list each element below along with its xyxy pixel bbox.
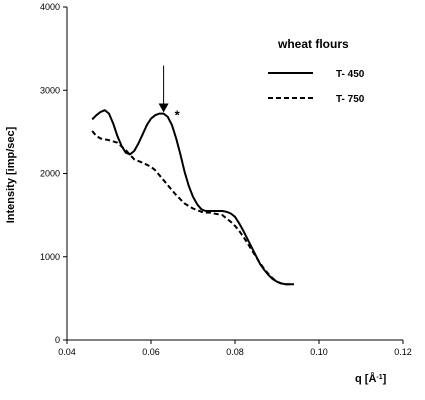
legend: T- 450 T- 750 [268, 69, 365, 105]
y-tick-label: 3000 [40, 85, 60, 95]
arrow-head [158, 103, 169, 113]
x-tick-label: 0.10 [310, 347, 328, 357]
ticks: 0.04 0.06 0.08 0.10 0.12 0 1000 2000 3000 4000 [40, 2, 412, 357]
x-axis-title-end: ] [383, 373, 387, 385]
axes [66, 7, 403, 341]
y-tick-label: 1000 [40, 252, 60, 262]
x-tick-label: 0.06 [142, 347, 160, 357]
legend-title: wheat flours [277, 37, 349, 51]
series-line-t750 [91, 130, 294, 286]
x-tick-label: 0.08 [226, 347, 244, 357]
x-axis-title-sup: -1 [376, 374, 382, 381]
y-axis-title: Intensity [imp/sec] [5, 126, 17, 223]
x-axis-title: q [Å-1] [355, 372, 387, 385]
x-tick-label: 0.12 [394, 347, 412, 357]
x-axis-title-main: q [Å [355, 372, 376, 385]
x-tick-label: 0.04 [58, 347, 76, 357]
legend-label-t450: T- 450 [336, 69, 365, 80]
legend-label-t750: T- 750 [336, 94, 365, 105]
y-tick-label: 2000 [40, 169, 60, 179]
y-tick-label: 0 [55, 335, 60, 345]
peak-arrow [158, 65, 169, 113]
series-layer [91, 109, 294, 286]
y-tick-label: 4000 [40, 2, 60, 12]
series-line-t450 [91, 109, 294, 286]
peak-annotation: * [175, 108, 181, 123]
